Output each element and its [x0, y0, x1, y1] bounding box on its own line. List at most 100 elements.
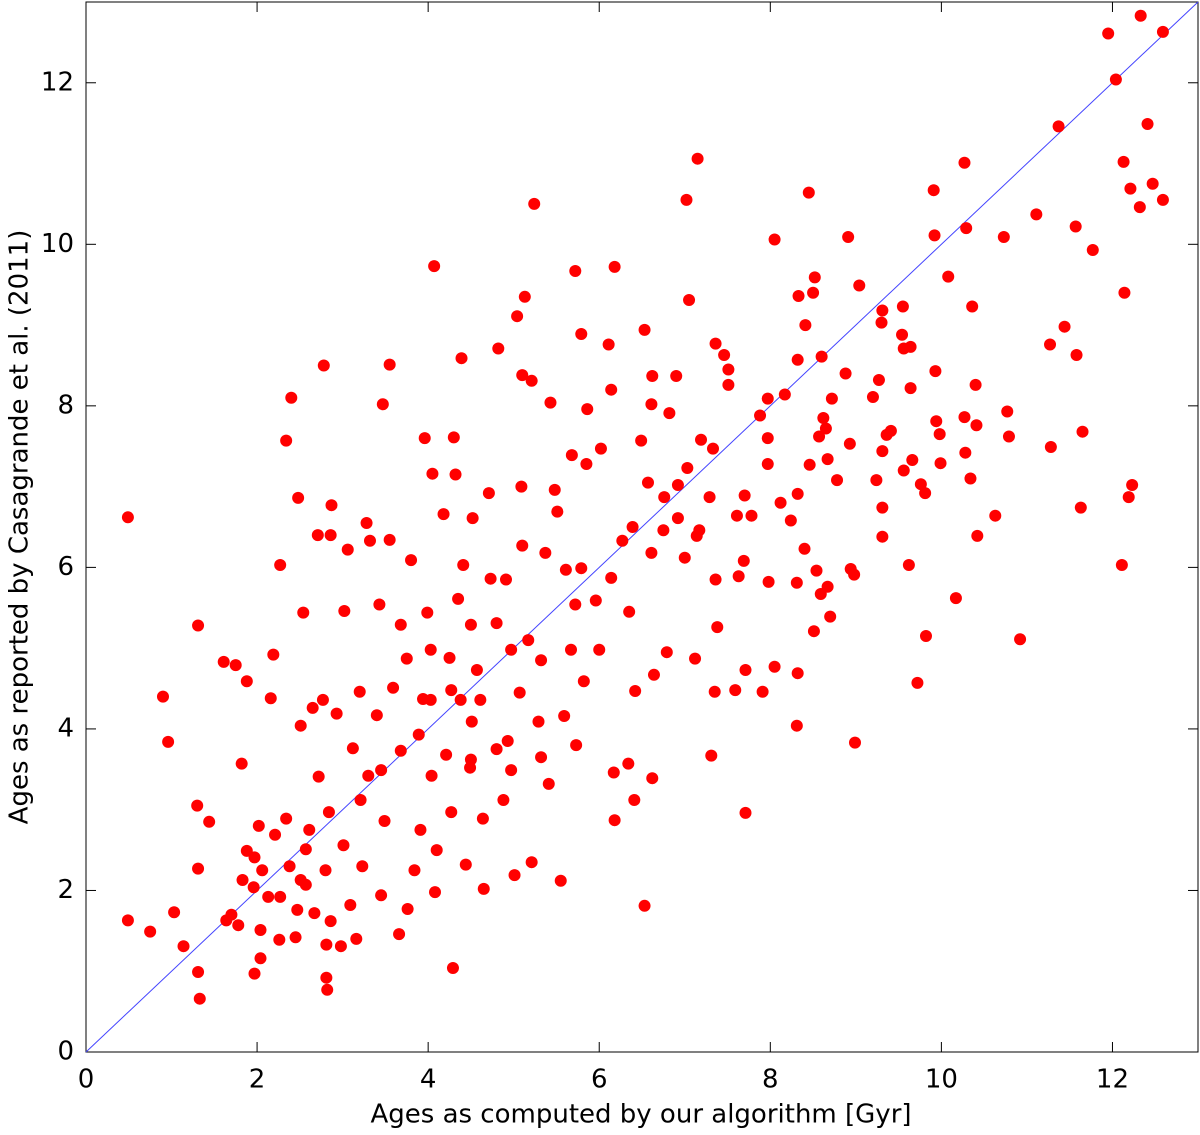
- point: [383, 358, 396, 371]
- point: [817, 411, 830, 424]
- point: [646, 772, 659, 785]
- point: [414, 823, 427, 836]
- point: [376, 398, 389, 411]
- point: [192, 619, 205, 632]
- point: [911, 676, 924, 689]
- point: [508, 869, 521, 882]
- point: [1058, 320, 1071, 333]
- point: [761, 392, 774, 405]
- point: [559, 563, 572, 576]
- point: [997, 231, 1010, 244]
- point: [346, 742, 359, 755]
- point: [375, 889, 388, 902]
- point: [906, 453, 919, 466]
- point: [363, 534, 376, 547]
- point: [737, 554, 750, 567]
- point: [635, 434, 648, 447]
- point: [322, 806, 335, 819]
- point: [393, 928, 406, 941]
- point: [324, 915, 337, 928]
- point: [959, 446, 972, 459]
- y-axis-label: Ages as reported by Casagrande et al. (2…: [5, 230, 35, 825]
- point: [761, 432, 774, 445]
- point: [646, 369, 659, 382]
- point: [445, 806, 458, 819]
- point: [474, 693, 487, 706]
- identity-line: [85, 1, 1199, 1053]
- point: [283, 860, 296, 873]
- point: [930, 415, 943, 428]
- point: [569, 598, 582, 611]
- point: [709, 573, 722, 586]
- point: [880, 428, 893, 441]
- point: [354, 794, 367, 806]
- point: [466, 512, 479, 525]
- point: [876, 501, 889, 514]
- point: [798, 542, 811, 555]
- point: [813, 430, 826, 443]
- point: [424, 643, 437, 656]
- point: [192, 862, 205, 875]
- point: [440, 748, 453, 761]
- point: [156, 690, 169, 703]
- point: [162, 735, 175, 748]
- point: [933, 428, 946, 441]
- point: [455, 352, 468, 365]
- point: [505, 643, 518, 656]
- point: [722, 363, 735, 376]
- point: [706, 442, 719, 455]
- point: [341, 543, 354, 556]
- point: [1052, 120, 1065, 133]
- point: [464, 753, 477, 766]
- point: [303, 823, 316, 836]
- point: [628, 794, 641, 806]
- point: [192, 966, 205, 979]
- point: [768, 233, 781, 246]
- point: [515, 480, 528, 493]
- point: [919, 630, 932, 643]
- point: [739, 663, 752, 676]
- point: [168, 906, 181, 919]
- point: [405, 554, 418, 567]
- point: [330, 707, 343, 720]
- point: [240, 675, 253, 688]
- point: [914, 478, 927, 491]
- point: [1086, 243, 1099, 256]
- point: [872, 374, 885, 386]
- point: [645, 546, 658, 559]
- point: [299, 878, 312, 891]
- point: [671, 479, 684, 491]
- point: [960, 222, 973, 235]
- point: [285, 391, 298, 404]
- point: [443, 651, 456, 664]
- point: [790, 576, 803, 589]
- point: [412, 728, 425, 741]
- point: [344, 899, 357, 911]
- point: [532, 715, 545, 728]
- point: [616, 534, 629, 547]
- point: [824, 610, 837, 623]
- point: [657, 524, 670, 537]
- point: [1126, 479, 1139, 491]
- point: [896, 328, 909, 341]
- point: [350, 932, 363, 945]
- point: [690, 529, 703, 542]
- point: [730, 509, 743, 522]
- point: [1001, 405, 1014, 418]
- point: [904, 382, 917, 395]
- point: [421, 606, 434, 619]
- point: [193, 992, 206, 1005]
- point: [490, 743, 503, 756]
- point: [1070, 348, 1083, 361]
- point: [1002, 430, 1015, 443]
- point: [248, 967, 261, 980]
- point: [1156, 25, 1169, 38]
- point: [477, 882, 490, 895]
- point: [969, 378, 982, 391]
- point: [875, 316, 888, 329]
- point: [695, 433, 708, 446]
- point: [705, 749, 718, 762]
- point: [660, 646, 673, 659]
- point: [505, 764, 518, 777]
- point: [1122, 491, 1135, 504]
